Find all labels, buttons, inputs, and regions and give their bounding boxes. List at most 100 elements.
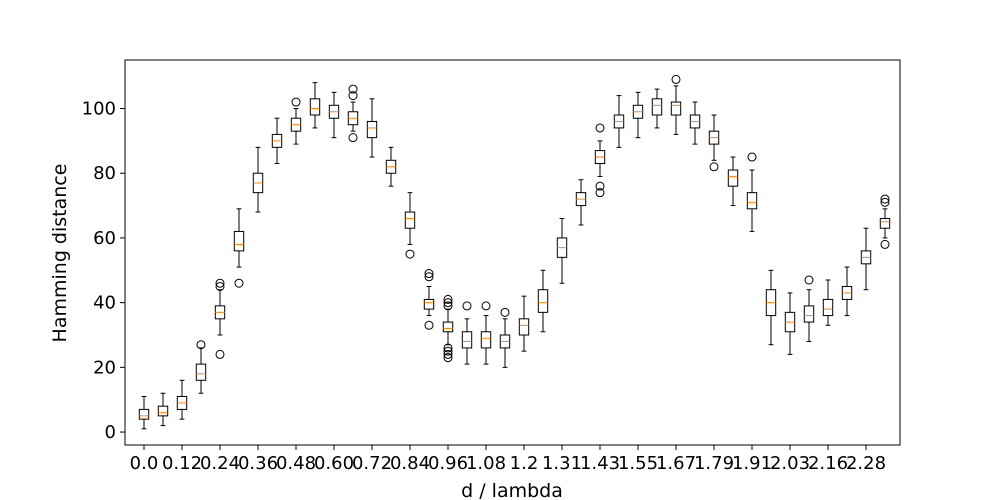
box-group [442, 294, 454, 363]
box-group [765, 269, 777, 346]
box-group [537, 269, 549, 333]
x-tick-label: 0.0 [130, 453, 159, 474]
box-group [309, 82, 321, 129]
box-group [594, 123, 606, 198]
box-group [746, 152, 758, 232]
box-group [233, 208, 245, 288]
x-tick-label: 2.03 [770, 453, 810, 474]
y-axis-label: Hamming distance [49, 164, 71, 343]
y-tick-label: 0 [105, 422, 116, 443]
box-iqr [746, 192, 758, 210]
x-tick-label: 0.24 [200, 453, 240, 474]
x-tick-label: 1.08 [466, 453, 506, 474]
y-tick-label: 40 [93, 293, 116, 314]
box-iqr [822, 298, 834, 317]
box-group [138, 395, 150, 430]
x-tick-label: 0.12 [162, 453, 202, 474]
box-group [727, 156, 739, 207]
plot-frame [124, 59, 901, 446]
y-axis: 0 20 40 60 80 100 [82, 99, 125, 443]
box-iqr [442, 321, 454, 333]
box-group [879, 194, 891, 249]
box-group [480, 301, 492, 365]
outlier-point [443, 294, 453, 304]
x-tick-label: 0.72 [352, 453, 392, 474]
box-group [176, 379, 188, 420]
outlier-point [215, 349, 225, 359]
box-iqr [727, 169, 739, 187]
box-iqr [423, 298, 435, 310]
outlier-point [500, 307, 510, 317]
box-group [803, 275, 815, 342]
x-tick-label: 1.2 [510, 453, 539, 474]
box-iqr [157, 405, 169, 417]
x-tick-label: 0.60 [314, 453, 354, 474]
box-iqr [879, 218, 891, 229]
outlier-point [880, 239, 890, 249]
x-tick-label: 1.43 [580, 453, 620, 474]
box-iqr [518, 318, 530, 336]
box-group [556, 218, 568, 284]
box-group [499, 307, 511, 368]
y-tick-label: 60 [93, 228, 116, 249]
box-iqr [803, 305, 815, 323]
outlier-point [405, 249, 415, 259]
box-iqr [138, 408, 150, 420]
x-axis-label: d / lambda [461, 480, 563, 500]
box-iqr [195, 363, 207, 381]
box-iqr [537, 289, 549, 313]
outlier-point [443, 298, 453, 308]
outlier-point [215, 278, 225, 288]
x-tick-label: 0.36 [238, 453, 278, 474]
outlier-point [595, 188, 605, 198]
box-group [290, 97, 302, 145]
outlier-point [348, 84, 358, 94]
outlier-point [709, 162, 719, 172]
outlier-point [804, 275, 814, 285]
box-iqr [651, 98, 663, 116]
box-iqr [404, 211, 416, 229]
outlier-point [595, 123, 605, 133]
x-tick-label: 1.67 [656, 453, 696, 474]
box-group [271, 117, 283, 165]
x-tick-label: 1.79 [694, 453, 734, 474]
box-group [708, 114, 720, 172]
box-group [670, 74, 682, 135]
outlier-point [443, 343, 453, 353]
box-group [461, 301, 473, 365]
x-tick-label: 0.84 [390, 453, 430, 474]
box-iqr [233, 230, 245, 252]
outlier-point [481, 301, 491, 311]
outlier-point [348, 133, 358, 143]
x-axis: 0.0 0.120.240.360.480.600.720.840.961.08 1… [130, 445, 886, 474]
x-tick-label: 1.91 [732, 453, 772, 474]
x-tick-label: 0.96 [428, 453, 468, 474]
outlier-point [215, 281, 225, 291]
box-group [404, 192, 416, 259]
x-tick-label: 0.48 [276, 453, 316, 474]
outlier-point [595, 181, 605, 191]
box-group [613, 95, 625, 148]
box-group [157, 392, 169, 427]
box-group [632, 91, 644, 139]
outlier-point [880, 197, 890, 207]
outlier-point [671, 74, 681, 84]
box-group [651, 88, 663, 129]
outlier-point [747, 152, 757, 162]
outlier-point [880, 194, 890, 204]
outlier-point [424, 269, 434, 279]
box-group [822, 279, 834, 326]
box-iqr [309, 98, 321, 116]
box-group [366, 98, 378, 158]
box-group [784, 292, 796, 355]
box-group [214, 278, 226, 359]
x-tick-label: 2.28 [846, 453, 886, 474]
outlier-point [424, 320, 434, 330]
x-tick-label: 1.55 [618, 453, 658, 474]
box-group [385, 146, 397, 187]
x-tick-label: 2.16 [808, 453, 848, 474]
box-group [252, 146, 264, 213]
box-iqr [366, 120, 378, 139]
box-group [518, 295, 530, 352]
